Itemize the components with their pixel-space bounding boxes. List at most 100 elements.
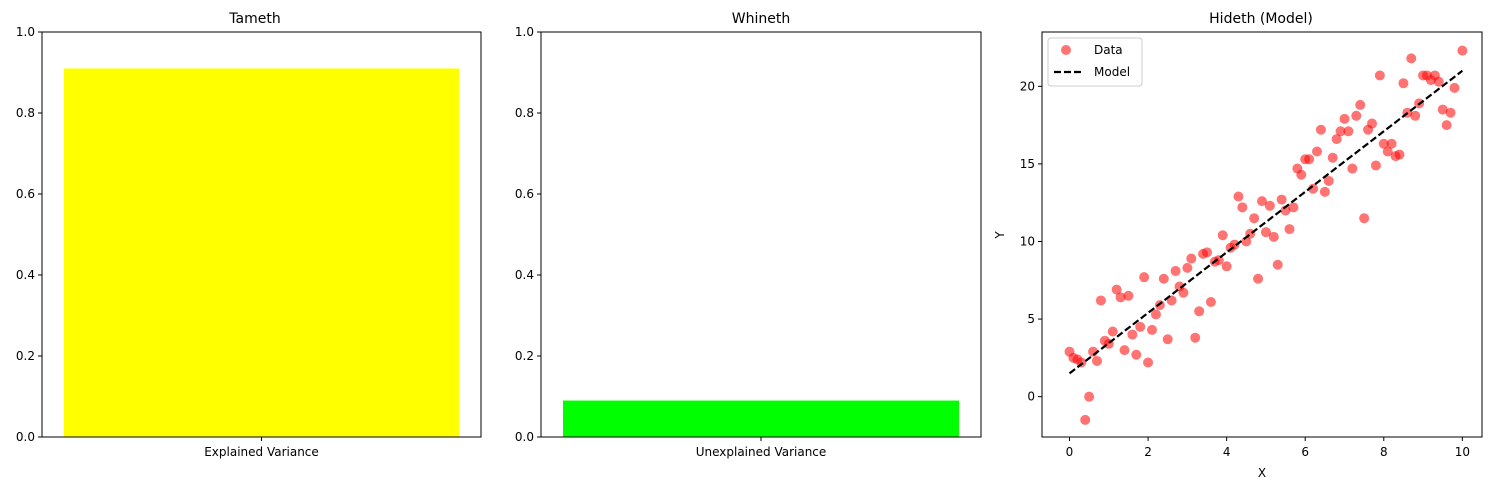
- chart-panel-whineth: Whineth 0.0 0.2 0.4 0.6 0.8 1.0 Unexplained V…: [515, 11, 982, 459]
- data-point: [1433, 76, 1444, 87]
- data-point: [1233, 191, 1244, 202]
- data-point: [1347, 163, 1358, 174]
- data-point: [1374, 70, 1385, 81]
- data-point: [1194, 306, 1205, 317]
- data-point: [1237, 202, 1248, 213]
- plot-frame: [540, 31, 982, 438]
- data-point: [1131, 349, 1142, 360]
- x-axis-label: X: [1258, 466, 1266, 480]
- y-tick-label: 15: [1020, 157, 1035, 171]
- data-point: [1170, 265, 1181, 276]
- data-point: [1095, 295, 1106, 306]
- y-tick-label: 0: [1027, 390, 1035, 404]
- data-point: [1323, 175, 1334, 186]
- legend: Data Model: [1047, 37, 1143, 87]
- x-tick-label: 2: [1144, 445, 1152, 459]
- y-tick-label: 0.0: [16, 430, 35, 444]
- y-tick-label: 0.6: [515, 187, 534, 201]
- data-point: [1139, 272, 1150, 283]
- legend-label-model: Model: [1094, 65, 1130, 79]
- data-point: [1370, 160, 1381, 171]
- data-point: [1260, 227, 1271, 238]
- chart-panel-tameth: Tameth 0.0 0.2 0.4 0.6 0.8 1.0 Explained Vari…: [16, 11, 482, 459]
- data-point: [1304, 154, 1315, 165]
- data-point: [1331, 134, 1342, 145]
- y-tick-label: 0.4: [16, 268, 35, 282]
- x-tick-label: 6: [1301, 445, 1309, 459]
- data-point: [1276, 194, 1287, 205]
- x-axis: Explained Variance: [204, 437, 319, 459]
- legend-marker-data: [1061, 45, 1071, 55]
- y-axis: 0.0 0.2 0.4 0.6 0.8 1.0: [515, 25, 541, 444]
- bar-group: [63, 68, 460, 437]
- bar: [563, 400, 959, 437]
- x-tick-label: Unexplained Variance: [696, 445, 827, 459]
- data-point: [1319, 186, 1330, 197]
- data-point: [1107, 326, 1118, 337]
- y-tick-label: 10: [1020, 234, 1035, 248]
- data-point: [1178, 287, 1189, 298]
- data-point: [1367, 118, 1377, 129]
- data-point: [1249, 213, 1260, 224]
- data-point: [1202, 247, 1212, 258]
- legend-box: [1047, 37, 1143, 87]
- data-point: [1123, 290, 1134, 301]
- data-point: [1312, 146, 1322, 157]
- data-point: [1398, 78, 1409, 89]
- data-point: [1410, 110, 1421, 121]
- data-point: [1190, 332, 1201, 343]
- data-point: [1253, 273, 1264, 284]
- x-axis: 0 2 4 6 8 10: [1066, 437, 1470, 459]
- data-point: [1135, 321, 1146, 332]
- data-point: [1127, 329, 1138, 340]
- data-point: [1182, 262, 1193, 273]
- data-point: [1272, 259, 1283, 270]
- y-tick-label: 0.4: [515, 268, 534, 282]
- plot-frame: [1041, 31, 1483, 438]
- y-tick-label: 1.0: [16, 25, 35, 39]
- data-point: [1386, 138, 1397, 149]
- y-tick-label: 0.2: [515, 349, 534, 363]
- y-axis-label: Y: [993, 231, 1007, 240]
- y-tick-label: 20: [1020, 79, 1035, 93]
- data-point: [1158, 273, 1169, 284]
- y-tick-label: 0.0: [515, 430, 534, 444]
- x-tick-label: 4: [1223, 445, 1231, 459]
- data-point: [1186, 253, 1197, 264]
- chart-panel-hideth: Hideth (Model) 0 2 4 6 8 10 0 5 10 15 20 X Y Data…: [993, 11, 1483, 480]
- scatter-points: [1064, 45, 1468, 425]
- data-point: [1449, 82, 1460, 93]
- data-point: [1378, 138, 1389, 149]
- data-point: [1355, 99, 1366, 110]
- data-point: [1308, 183, 1319, 194]
- y-tick-label: 5: [1027, 312, 1035, 326]
- x-tick-label: 10: [1455, 445, 1470, 459]
- data-point: [1359, 213, 1370, 224]
- chart-title: Whineth: [732, 11, 790, 27]
- data-point: [1394, 149, 1405, 160]
- x-tick-label: 8: [1380, 445, 1388, 459]
- data-point: [1217, 230, 1228, 241]
- model-line-path: [1068, 69, 1464, 375]
- chart-title: Tameth: [228, 11, 280, 27]
- data-point: [1264, 200, 1275, 211]
- data-point: [1288, 202, 1299, 213]
- data-point: [1084, 391, 1095, 402]
- data-point: [1437, 104, 1448, 115]
- data-point: [1351, 110, 1362, 121]
- x-axis: Unexplained Variance: [696, 437, 827, 459]
- y-tick-label: 0.6: [16, 187, 35, 201]
- data-point: [1143, 357, 1154, 368]
- data-point: [1339, 113, 1350, 124]
- data-point: [1441, 120, 1452, 131]
- data-point: [1115, 292, 1126, 303]
- data-point: [1343, 126, 1354, 137]
- data-point: [1284, 224, 1295, 235]
- bar: [63, 68, 460, 437]
- data-point: [1162, 334, 1173, 345]
- x-tick-label: Explained Variance: [204, 445, 319, 459]
- y-axis: 0 5 10 15 20: [1020, 79, 1042, 404]
- data-point: [1257, 196, 1267, 207]
- y-tick-label: 0.2: [16, 349, 35, 363]
